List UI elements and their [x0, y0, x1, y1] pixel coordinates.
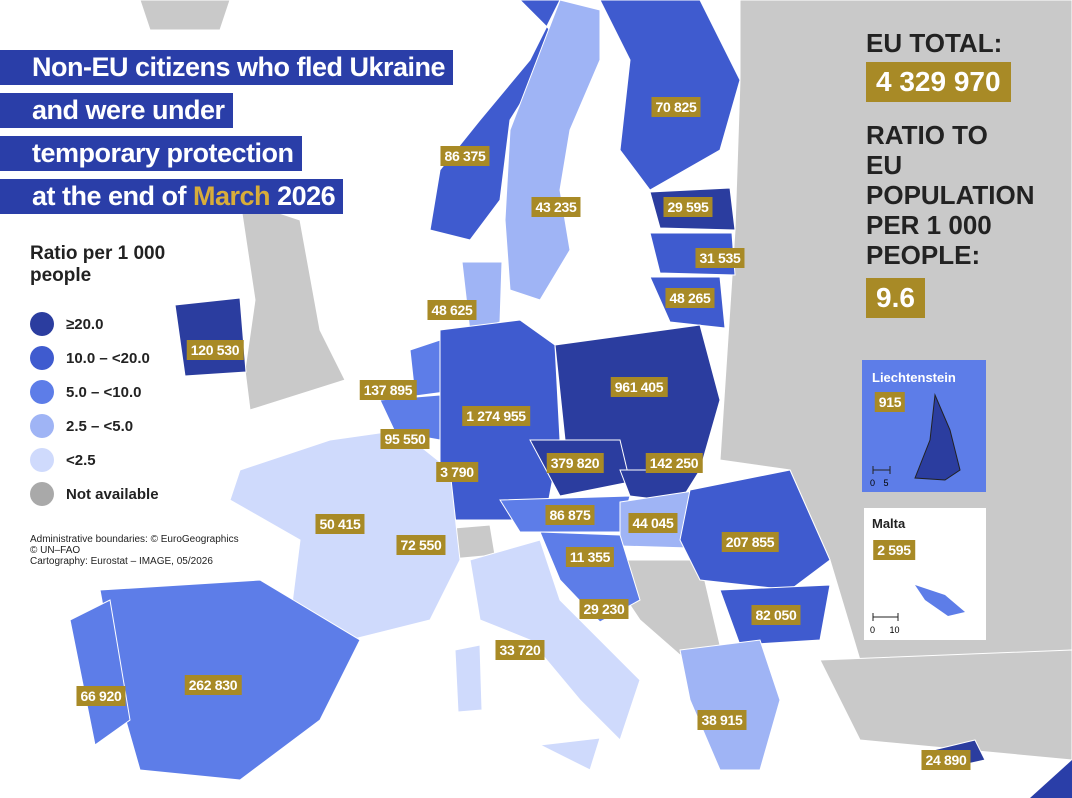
legend-label: 10.0 – <20.0	[66, 349, 150, 367]
value-label: 86 375	[440, 146, 490, 166]
value-label: 95 550	[380, 429, 430, 449]
value-label: 11 355	[565, 547, 615, 567]
country	[461, 261, 503, 333]
value-label: 120 530	[186, 340, 244, 360]
value-label: 38 915	[697, 710, 747, 730]
value-label: 137 895	[359, 380, 417, 400]
value-label: 70 825	[651, 97, 701, 117]
value-label: 915	[874, 392, 906, 412]
legend-swatch	[30, 448, 54, 472]
total-value: 4 329 970	[866, 62, 1011, 102]
title-month: March	[193, 181, 271, 211]
decoration	[1030, 760, 1072, 798]
value-label: 33 720	[495, 640, 545, 660]
title-line: at the end of March 2026	[0, 179, 344, 214]
credit: Administrative boundaries: © EuroGeograp…	[30, 534, 239, 545]
legend-swatch	[30, 380, 54, 404]
value-label: 86 875	[545, 505, 595, 525]
legend-item: 10.0 – <20.0	[30, 346, 150, 370]
legend-swatch	[30, 346, 54, 370]
inset-title: Liechtenstein	[872, 370, 956, 385]
inset-title: Malta	[872, 516, 906, 531]
value-label: 43 235	[531, 197, 581, 217]
non-eu-land	[239, 199, 346, 411]
value-label: 262 830	[184, 675, 242, 695]
value-label: 2 595	[873, 540, 915, 560]
legend-item: 2.5 – <5.0	[30, 414, 133, 438]
value-label: 66 920	[76, 686, 126, 706]
value-label: 29 230	[579, 599, 629, 619]
country	[454, 644, 483, 713]
value-label: 1 274 955	[462, 406, 530, 426]
value-label: 207 855	[721, 532, 779, 552]
legend-label: 2.5 – <5.0	[66, 417, 134, 435]
title-line: Non-EU citizens who fled Ukraine	[0, 50, 454, 85]
legend-item: 5.0 – <10.0	[30, 380, 141, 404]
title-line: temporary protection	[0, 136, 302, 171]
value-label: 961 405	[610, 377, 668, 397]
country	[599, 0, 741, 191]
title-text: 2026	[277, 181, 336, 211]
summary: EU TOTAL: 4 329 970 RATIO TO EU POPULATI…	[866, 28, 1035, 318]
country	[174, 297, 247, 377]
inset-shape	[915, 585, 965, 616]
value-label: 3 790	[436, 462, 478, 482]
non-eu-land	[819, 649, 1072, 761]
legend-item: ≥20.0	[30, 312, 103, 336]
legend-swatch	[30, 482, 54, 506]
value-label: 72 550	[396, 535, 446, 555]
legend-item: <2.5	[30, 448, 96, 472]
value-label: 48 625	[427, 300, 477, 320]
country	[229, 429, 461, 641]
legend-label: 5.0 – <10.0	[66, 383, 142, 401]
non-eu-land	[139, 0, 231, 31]
total-label: EU TOTAL:	[866, 28, 1003, 58]
country	[538, 737, 601, 771]
inset-shape	[914, 393, 961, 481]
ratio-value: 9.6	[866, 278, 925, 318]
country	[504, 0, 601, 301]
credits: Administrative boundaries: © EuroGeograp…	[30, 534, 239, 567]
country	[679, 639, 781, 771]
value-label: 379 820	[546, 453, 604, 473]
scale-label: 0 5	[870, 478, 889, 488]
country	[469, 539, 641, 741]
ratio-label: RATIO TO EU POPULATION PER 1 000 PEOPLE:	[866, 120, 1035, 270]
title-text: at the end of	[32, 181, 187, 211]
value-label: 48 265	[665, 288, 715, 308]
value-label: 31 535	[695, 248, 745, 268]
value-label: 24 890	[921, 750, 971, 770]
legend-swatch	[30, 312, 54, 336]
value-label: 82 050	[751, 605, 801, 625]
credit: © UN–FAO	[30, 545, 81, 556]
title-line: and were under	[0, 93, 233, 128]
legend-label: ≥20.0	[66, 315, 104, 333]
value-label: 142 250	[645, 453, 703, 473]
legend-label: Not available	[66, 485, 159, 503]
value-label: 44 045	[628, 513, 678, 533]
legend-item: Not available	[30, 482, 159, 506]
legend-heading: Ratio per 1 000 people	[30, 243, 166, 286]
scale-label: 0 10	[870, 625, 900, 635]
scale-bar	[872, 466, 899, 621]
credit: Cartography: Eurostat – IMAGE, 05/2026	[30, 556, 213, 567]
legend-label: <2.5	[66, 451, 96, 469]
value-label: 50 415	[315, 514, 365, 534]
value-label: 29 595	[663, 197, 713, 217]
legend-swatch	[30, 414, 54, 438]
inset-frame	[864, 508, 986, 640]
